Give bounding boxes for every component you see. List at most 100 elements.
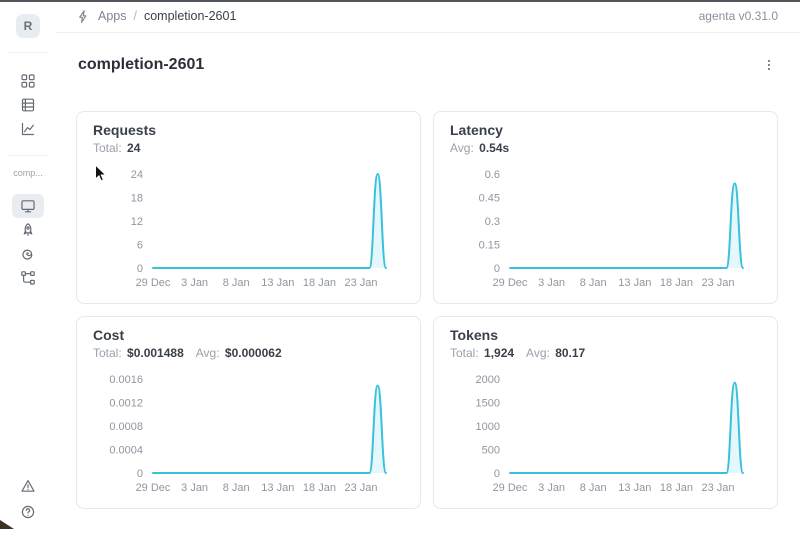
chart-stat: Avg: 80.17 xyxy=(526,346,586,360)
sidebar-item-registry[interactable] xyxy=(12,93,44,117)
svg-text:0: 0 xyxy=(494,468,500,480)
workspace-avatar[interactable]: R xyxy=(16,14,40,38)
line-chart-icon xyxy=(20,121,36,137)
line-chart-svg: 2000 1500 1000 500 0 29 Dec 3 Jan 8 Jan 13 Jan 18… xyxy=(476,374,744,494)
chart-stat: Total: 1,924 xyxy=(450,346,515,360)
svg-text:500: 500 xyxy=(482,445,500,457)
svg-text:8 Jan: 8 Jan xyxy=(223,277,250,289)
svg-text:0.0016: 0.0016 xyxy=(109,374,143,386)
line-chart-svg: 24 18 12 6 0 29 Dec 3 Jan 8 Jan 13 Jan 18 Jan 23 J… xyxy=(131,169,387,289)
kebab-menu-icon[interactable] xyxy=(760,55,778,75)
monitor-icon xyxy=(20,198,36,214)
breadcrumb: Apps / completion-2601 xyxy=(76,9,236,24)
svg-text:13 Jan: 13 Jan xyxy=(618,277,651,289)
svg-text:3 Jan: 3 Jan xyxy=(538,482,565,494)
chart-stats: Total: $0.001488 Avg: $0.000062 xyxy=(93,346,404,360)
breadcrumb-separator: / xyxy=(133,9,137,23)
sidebar-item-playground[interactable] xyxy=(12,218,44,242)
series-line xyxy=(152,173,387,269)
breadcrumb-apps-link[interactable]: Apps xyxy=(98,9,127,23)
chart-title: Cost xyxy=(93,327,125,343)
svg-text:24: 24 xyxy=(131,169,143,181)
series-line xyxy=(509,182,744,269)
chart-stat: Avg: 0.54s xyxy=(450,141,510,155)
apps-grid-icon xyxy=(20,73,36,89)
svg-text:8 Jan: 8 Jan xyxy=(223,482,250,494)
sidebar-item-evaluations[interactable] xyxy=(12,266,44,290)
sidebar-item-traces[interactable] xyxy=(12,242,44,266)
svg-text:2000: 2000 xyxy=(476,374,500,386)
sidebar-app-label: comp... xyxy=(13,168,43,178)
svg-text:0.0008: 0.0008 xyxy=(109,421,143,433)
svg-text:23 Jan: 23 Jan xyxy=(345,482,378,494)
svg-text:0: 0 xyxy=(137,263,143,275)
sidebar: R comp... xyxy=(0,0,56,534)
rocket-icon xyxy=(20,222,36,238)
top-header: Apps / completion-2601 agenta v0.31.0 xyxy=(56,0,800,33)
table-icon xyxy=(20,97,36,113)
sidebar-item-alerts[interactable] xyxy=(12,474,44,498)
svg-text:0.3: 0.3 xyxy=(485,216,500,228)
svg-text:13 Jan: 13 Jan xyxy=(261,277,294,289)
svg-text:0: 0 xyxy=(137,468,143,480)
svg-text:3 Jan: 3 Jan xyxy=(538,277,565,289)
card-cost: Cost Total: $0.001488 Avg: $0.000062 0.00… xyxy=(76,316,421,509)
svg-text:3 Jan: 3 Jan xyxy=(181,482,208,494)
sidebar-divider xyxy=(8,52,48,53)
sidebar-item-apps[interactable] xyxy=(12,69,44,93)
sidebar-nav-top xyxy=(12,69,44,141)
svg-text:18 Jan: 18 Jan xyxy=(303,482,336,494)
spiral-icon xyxy=(20,246,36,262)
chart-stats: Total: 1,924 Avg: 80.17 xyxy=(450,346,761,360)
lightning-bolt-icon xyxy=(76,9,91,24)
sidebar-item-overview[interactable] xyxy=(12,194,44,218)
chart-title: Tokens xyxy=(450,327,498,343)
svg-text:0.0012: 0.0012 xyxy=(109,398,143,410)
svg-text:3 Jan: 3 Jan xyxy=(181,277,208,289)
svg-text:23 Jan: 23 Jan xyxy=(702,482,735,494)
chart-title: Latency xyxy=(450,122,503,138)
svg-text:13 Jan: 13 Jan xyxy=(261,482,294,494)
sidebar-item-help[interactable] xyxy=(12,500,44,524)
svg-text:0.15: 0.15 xyxy=(479,240,500,252)
page-title-row: completion-2601 xyxy=(56,33,800,75)
area-fill xyxy=(510,183,743,268)
main-area: Apps / completion-2601 agenta v0.31.0 co… xyxy=(56,0,800,534)
chart-stats: Total: 24 xyxy=(93,141,404,155)
chart-stat: Total: 24 xyxy=(93,141,141,155)
svg-text:18 Jan: 18 Jan xyxy=(660,277,693,289)
card-latency: Latency Avg: 0.54s 0.6 0.45 0.3 0.15 0 29 Dec… xyxy=(433,111,778,304)
svg-text:23 Jan: 23 Jan xyxy=(345,277,378,289)
svg-text:0.6: 0.6 xyxy=(485,169,500,181)
sidebar-nav-bottom xyxy=(12,474,44,524)
cost-line-chart: 0.0016 0.0012 0.0008 0.0004 0 29 Dec 3 Jan 8 Ja… xyxy=(93,367,404,497)
breadcrumb-current-app[interactable]: completion-2601 xyxy=(143,9,237,23)
svg-text:0.45: 0.45 xyxy=(479,193,500,205)
tree-icon xyxy=(20,270,36,286)
line-chart-svg: 0.6 0.45 0.3 0.15 0 29 Dec 3 Jan 8 Jan 13 Jan 18 … xyxy=(479,169,744,289)
svg-text:18: 18 xyxy=(131,193,143,205)
help-circle-icon xyxy=(20,504,36,520)
window-top-edge xyxy=(0,0,800,2)
svg-text:8 Jan: 8 Jan xyxy=(580,482,607,494)
svg-text:29 Dec: 29 Dec xyxy=(493,277,528,289)
chart-stats: Avg: 0.54s xyxy=(450,141,761,155)
chart-stat: Total: $0.001488 xyxy=(93,346,184,360)
sidebar-item-observability[interactable] xyxy=(12,117,44,141)
tokens-line-chart: 2000 1500 1000 500 0 29 Dec 3 Jan 8 Jan 13 Jan 18… xyxy=(450,367,761,497)
svg-text:0: 0 xyxy=(494,263,500,275)
line-chart-svg: 0.0016 0.0012 0.0008 0.0004 0 29 Dec 3 Jan 8 Ja… xyxy=(109,374,387,494)
sidebar-nav-app xyxy=(12,194,44,290)
svg-text:1000: 1000 xyxy=(476,421,500,433)
svg-text:12: 12 xyxy=(131,216,143,228)
app-version-label: agenta v0.31.0 xyxy=(698,9,778,23)
chart-stat: Avg: $0.000062 xyxy=(195,346,282,360)
svg-text:13 Jan: 13 Jan xyxy=(618,482,651,494)
area-fill xyxy=(510,382,743,473)
area-fill xyxy=(153,174,386,268)
svg-text:29 Dec: 29 Dec xyxy=(493,482,528,494)
page-title: completion-2601 xyxy=(78,56,205,73)
svg-text:18 Jan: 18 Jan xyxy=(660,482,693,494)
card-requests: Requests Total: 24 24 18 12 6 0 29 Dec 3 Jan 8 … xyxy=(76,111,421,304)
